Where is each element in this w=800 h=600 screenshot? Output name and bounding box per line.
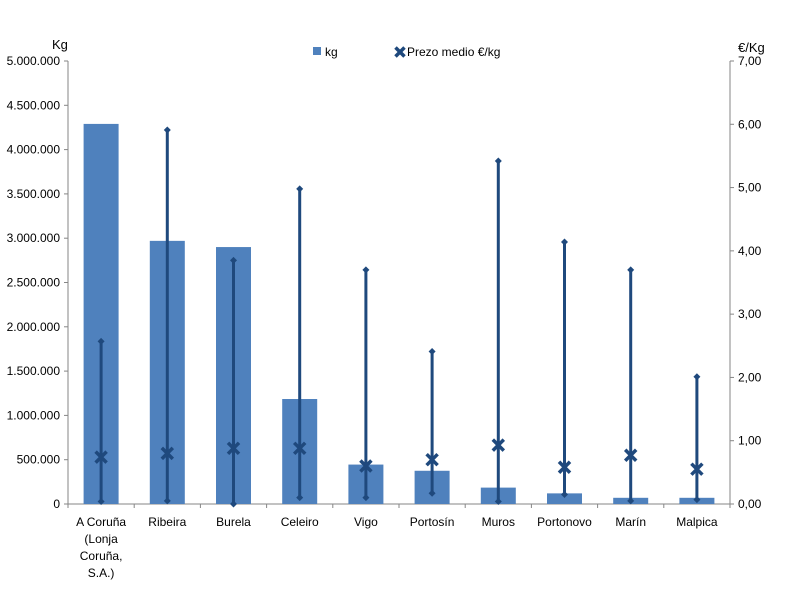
price-low-point [163, 497, 171, 505]
legend-price-label: Prezo medio €/kg [407, 45, 500, 59]
category-label: Malpica [676, 515, 718, 529]
y-left-tick-label: 2.000.000 [7, 320, 61, 334]
y-left-tick-label: 0 [53, 497, 60, 511]
y-left-tick-label: 4.000.000 [7, 143, 61, 157]
price-high-point [296, 185, 304, 193]
category-label: Celeiro [281, 515, 319, 529]
category-label-line: Marín [615, 515, 646, 529]
price-average-marker [690, 462, 704, 476]
y-right-tick-label: 5,00 [738, 181, 762, 195]
y-right-tick-label: 4,00 [738, 244, 762, 258]
y-left-tick-label: 1.000.000 [7, 408, 61, 422]
y-left-tick-label: 3.000.000 [7, 231, 61, 245]
category-label-line: Burela [216, 515, 251, 529]
y-left-axis-title: Kg [52, 37, 68, 52]
category-label: Ribeira [148, 515, 186, 529]
price-low-point [296, 494, 304, 502]
price-high-point [230, 256, 237, 264]
y-right-axis-title: €/Kg [738, 40, 765, 55]
price-high-point [163, 126, 171, 134]
price-series [94, 126, 704, 508]
y-right-tick-label: 3,00 [738, 307, 762, 321]
price-average-marker [491, 438, 506, 452]
bar [547, 493, 582, 504]
category-label: Burela [216, 515, 251, 529]
price-low-point [362, 494, 370, 502]
y-left-tick-label: 500.000 [17, 453, 61, 467]
category-label-line: Portonovo [537, 515, 592, 529]
y-left-tick-label: 1.500.000 [7, 364, 61, 378]
legend-price-marker [394, 46, 406, 58]
y-right-tick-label: 7,00 [738, 54, 762, 68]
price-high-point [428, 347, 436, 355]
y-left-tick-label: 5.000.000 [7, 54, 61, 68]
category-label-line: Malpica [676, 515, 718, 529]
price-high-point [693, 373, 701, 381]
legend: kg Prezo medio €/kg [313, 45, 500, 59]
category-label: Muros [482, 515, 515, 529]
x-axis [67, 503, 731, 508]
price-low-point [97, 497, 105, 505]
legend-kg-swatch [313, 47, 321, 55]
price-low-point [428, 489, 436, 497]
price-low-point [494, 497, 502, 505]
category-label-line: Coruña, [80, 549, 123, 563]
price-average-marker [160, 446, 175, 461]
category-label-line: Muros [482, 515, 515, 529]
y-right-tick-label: 1,00 [738, 434, 762, 448]
y-left-tick-label: 4.500.000 [7, 98, 61, 112]
y-left-tick-label: 2.500.000 [7, 276, 61, 290]
price-high-point [561, 238, 568, 246]
legend-price-x-icon [394, 46, 406, 58]
price-average-marker [425, 452, 439, 467]
price-average-marker [94, 450, 108, 464]
category-label: Portonovo [537, 515, 592, 529]
category-label-line: Portosín [410, 515, 455, 529]
price-low-point [693, 496, 701, 504]
price-high-point [627, 266, 635, 274]
price-average-marker [292, 441, 307, 456]
price-low-point [230, 500, 237, 508]
category-label: Marín [615, 515, 646, 529]
price-average-marker [226, 441, 241, 456]
category-label-line: Celeiro [281, 515, 319, 529]
category-label: Portosín [410, 515, 455, 529]
category-label: A Coruña (Lonja Coruña, S.A.) [76, 515, 126, 580]
y-left-tick-label: 3.500.000 [7, 187, 61, 201]
y-right-tick-label: 6,00 [738, 117, 762, 131]
category-label-line: (Lonja [84, 532, 118, 546]
price-low-point [561, 491, 568, 499]
price-average-marker [359, 459, 373, 473]
y-right-axis: 0,00 1,00 2,00 3,00 4,00 5,00 6,00 7,00 [729, 54, 762, 511]
price-high-point [494, 157, 502, 165]
price-high-point [97, 337, 105, 345]
price-low-point [627, 497, 635, 505]
category-label-line: A Coruña [76, 515, 126, 529]
price-average-marker [623, 448, 638, 463]
price-average-marker [557, 460, 572, 475]
category-label: Vigo [354, 515, 378, 529]
y-right-tick-label: 0,00 [738, 497, 762, 511]
category-label-line: Ribeira [148, 515, 186, 529]
category-labels: A Coruña (Lonja Coruña, S.A.) Ribeira Burela C… [76, 515, 718, 580]
bar-series [83, 123, 715, 504]
y-right-tick-label: 2,00 [738, 370, 762, 384]
y-left-axis: 0 500.000 1.000.000 1.500.000 2.000.000 2.500… [7, 54, 69, 511]
category-label-line: S.A.) [88, 566, 115, 580]
legend-kg-label: kg [325, 45, 338, 59]
category-label-line: Vigo [354, 515, 378, 529]
price-high-point [362, 266, 370, 274]
